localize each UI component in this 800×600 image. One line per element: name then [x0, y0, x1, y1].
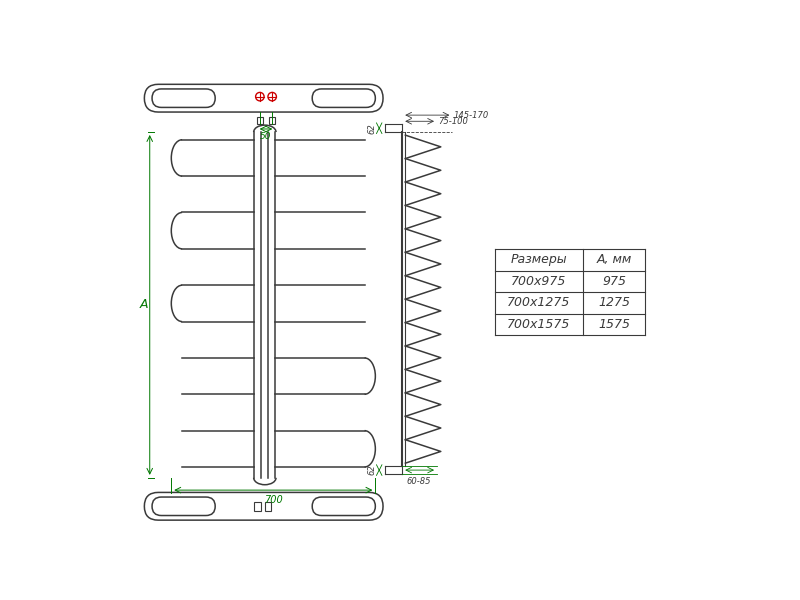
Bar	[254, 502, 261, 511]
Text: 700х1575: 700х1575	[507, 318, 570, 331]
Text: 50: 50	[260, 132, 272, 141]
Text: А, мм: А, мм	[597, 253, 632, 266]
Text: 700: 700	[264, 495, 282, 505]
Text: 145-170: 145-170	[453, 110, 488, 119]
Text: 975: 975	[602, 275, 626, 288]
Bar	[269, 116, 275, 124]
Bar	[257, 116, 263, 124]
Text: Размеры: Размеры	[510, 253, 567, 266]
Text: 700х1275: 700х1275	[507, 296, 570, 310]
Text: 75-100: 75-100	[438, 117, 467, 126]
Text: 700х975: 700х975	[511, 275, 566, 288]
Text: 62: 62	[368, 123, 377, 134]
Text: А: А	[139, 298, 148, 311]
Text: 1275: 1275	[598, 296, 630, 310]
Text: 1575: 1575	[598, 318, 630, 331]
Text: 60-85: 60-85	[407, 477, 431, 486]
Bar	[266, 502, 271, 511]
Text: 62: 62	[368, 465, 377, 475]
